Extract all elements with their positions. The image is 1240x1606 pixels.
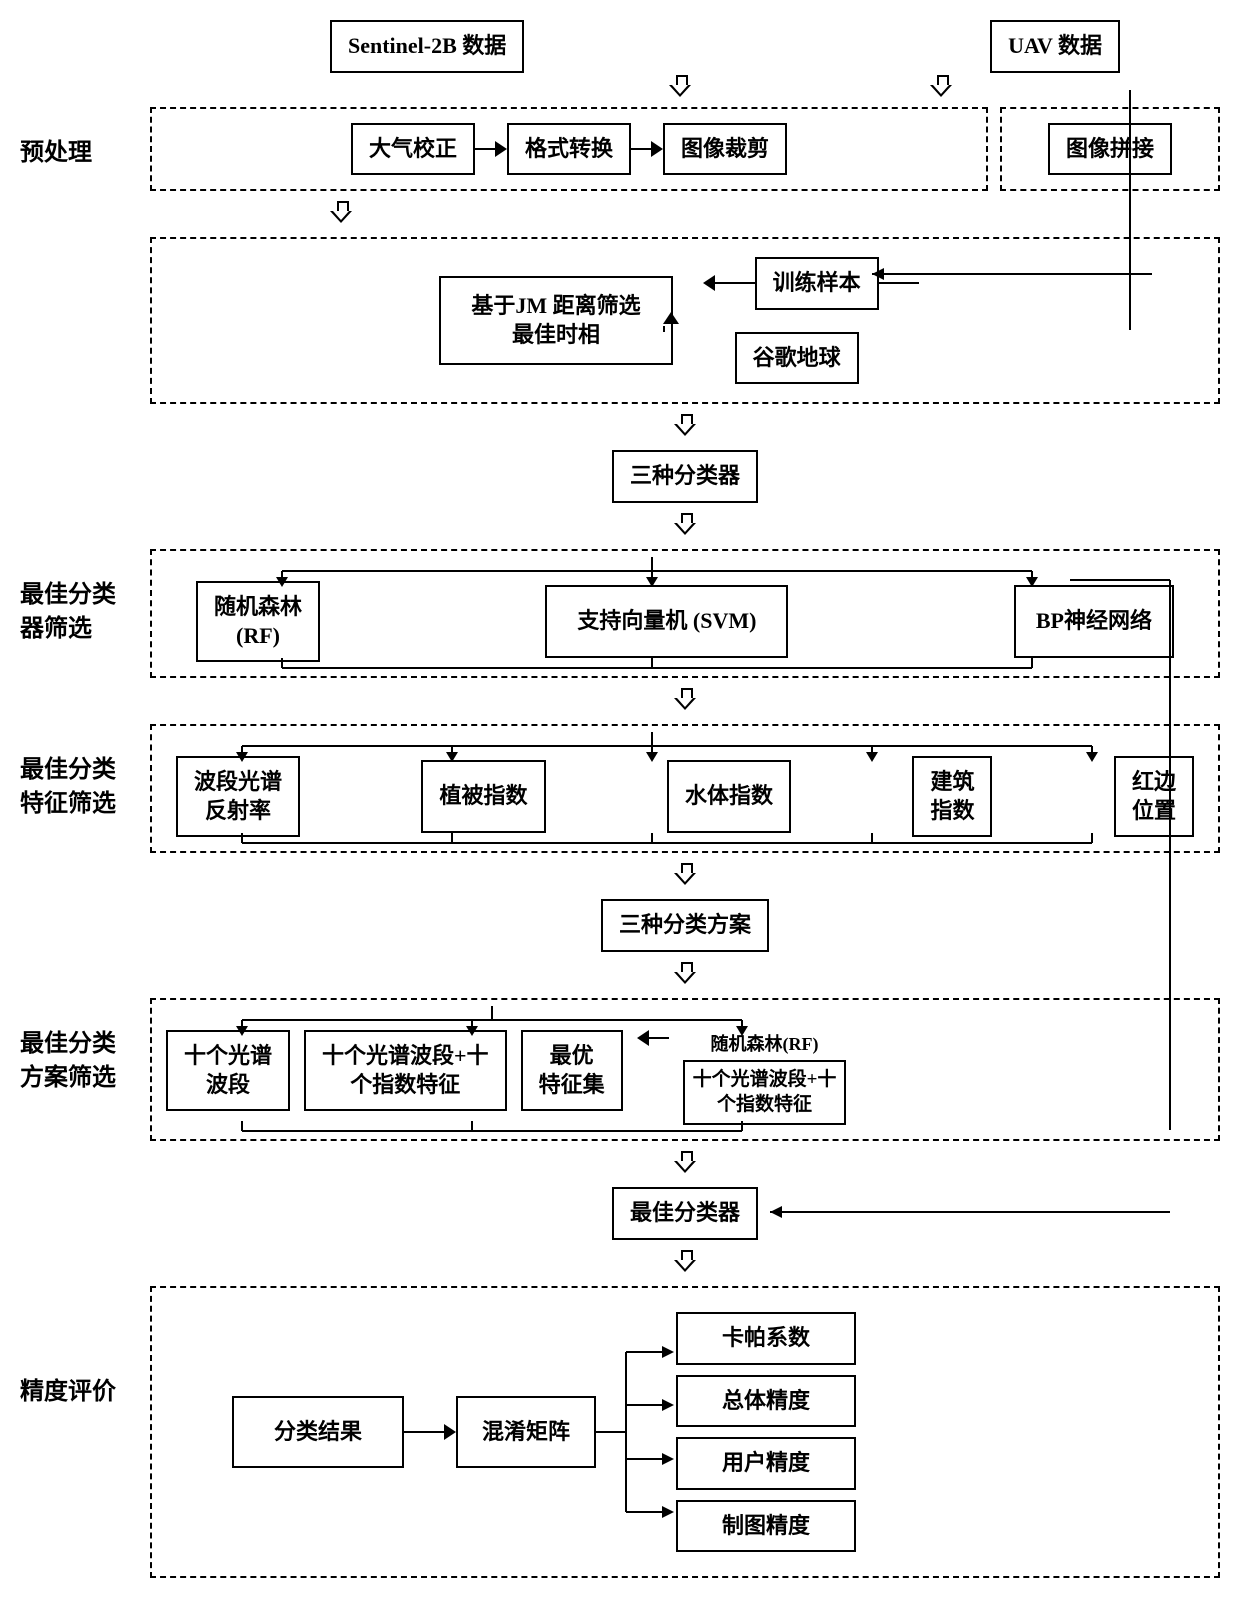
arrow-icon [651,141,663,157]
classifier-select-group: 随机森林 (RF) 支持向量机 (SVM) BP神经网络 [150,549,1220,678]
confusion-matrix-box: 混淆矩阵 [456,1396,596,1469]
rf-side-box: 十个光谱波段+十 个指数特征 [683,1060,847,1125]
scheme-10-bands-10-index: 十个光谱波段+十 个指数特征 [304,1030,507,1111]
feature-water-index: 水体指数 [667,760,791,833]
feature-vegetation-index: 植被指数 [421,760,545,833]
arrow-icon [674,688,696,710]
metric-user-accuracy: 用户精度 [676,1437,856,1490]
arrow-icon [444,1424,456,1440]
best-classifier-box: 最佳分类器 [612,1187,758,1240]
accuracy-group: 分类结果 混淆矩阵 卡帕系数 [150,1286,1220,1578]
arrow-icon [495,141,507,157]
google-earth-box: 谷歌地球 [735,332,859,385]
arrow-icon [930,75,952,97]
step-format-convert: 格式转换 [507,123,631,176]
stage-label-feature-select: 最佳分类 特征筛选 [20,724,150,821]
arrow-icon [674,1250,696,1272]
training-samples-box: 训练样本 [755,257,879,310]
feature-select-group: 波段光谱 反射率 植被指数 水体指数 建筑 指数 红边 位置 [150,724,1220,853]
stage-label-classifier-select: 最佳分类 器筛选 [20,549,150,646]
arrow-icon [674,513,696,535]
arrow-icon [674,414,696,436]
preprocess-uav-group: 图像拼接 [1000,107,1220,192]
arrow-icon [669,75,691,97]
step-image-stitch: 图像拼接 [1048,123,1172,176]
arrow-icon [674,863,696,885]
arrow-icon [330,201,352,223]
arrow-icon [663,312,679,324]
three-schemes-header: 三种分类方案 [601,899,769,952]
step-atm-correction: 大气校正 [351,123,475,176]
metric-kappa: 卡帕系数 [676,1312,856,1365]
arrow-icon [703,275,715,291]
source-sentinel: Sentinel-2B 数据 [330,20,524,73]
stage-label-preprocess: 预处理 [20,107,150,171]
jm-distance-box: 基于JM 距离筛选 最佳时相 [439,276,672,365]
metrics-fanout [596,1332,676,1532]
stage-label-accuracy: 精度评价 [20,1286,150,1410]
arrow-icon [674,1151,696,1173]
feature-red-edge: 红边 位置 [1114,756,1194,837]
sampling-group: 基于JM 距离筛选 最佳时相 训练样本 谷歌地球 [150,237,1220,404]
preprocess-sentinel-group: 大气校正 格式转换 图像裁剪 [150,107,988,192]
arrow-icon [637,1030,649,1046]
feature-building-index: 建筑 指数 [912,756,992,837]
arrow-icon [674,962,696,984]
classifier-bp: BP神经网络 [1014,585,1174,658]
source-uav: UAV 数据 [990,20,1120,73]
scheme-select-group: 十个光谱 波段 十个光谱波段+十 个指数特征 最优 特征集 随机森林(RF) 十… [150,998,1220,1141]
classifier-svm: 支持向量机 (SVM) [545,585,788,658]
scheme-optimal-features: 最优 特征集 [521,1030,623,1111]
metric-overall-accuracy: 总体精度 [676,1375,856,1428]
metric-producer-accuracy: 制图精度 [676,1500,856,1553]
feature-band-reflectance: 波段光谱 反射率 [176,756,300,837]
classification-result-box: 分类结果 [232,1396,404,1469]
rf-note: 随机森林(RF) [711,1030,819,1056]
three-classifiers-header: 三种分类器 [612,450,758,503]
classifier-rf: 随机森林 (RF) [196,581,320,662]
scheme-10-bands: 十个光谱 波段 [166,1030,290,1111]
stage-label-scheme-select: 最佳分类 方案筛选 [20,998,150,1095]
step-image-crop: 图像裁剪 [663,123,787,176]
